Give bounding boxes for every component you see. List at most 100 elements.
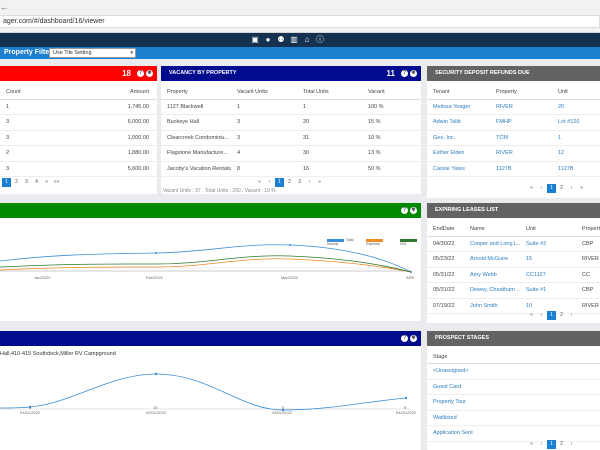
page-4[interactable]: 4 <box>35 179 38 185</box>
table-row: 2 1,880.00 <box>0 145 157 162</box>
column-header-tenant[interactable]: Tenant <box>427 85 490 100</box>
page-2[interactable]: 2 <box>560 312 563 318</box>
unit-link[interactable]: CC1127 <box>520 267 576 283</box>
stage-link[interactable]: Application Sent <box>427 426 600 442</box>
unit-link[interactable]: 12 <box>552 145 600 162</box>
tenant-link[interactable]: Geo, Inc. <box>427 130 490 146</box>
page-1[interactable]: 1 <box>2 178 11 187</box>
last-page-button[interactable]: » <box>580 185 583 191</box>
info-icon[interactable]: ⓘ <box>316 35 324 44</box>
tenant-link[interactable]: Adwin Talib <box>427 114 490 131</box>
monitor-icon[interactable]: ▣ <box>251 35 259 44</box>
help-icon[interactable]: ? <box>401 70 408 77</box>
tenant-link[interactable]: Esther Elden <box>427 145 490 162</box>
prev-page-button[interactable]: ‹ <box>268 179 271 185</box>
url-bar[interactable]: ager.com/#/dashboard/16/viewer <box>0 15 600 28</box>
next-page-button[interactable]: » <box>45 179 48 185</box>
cell: 8 <box>230 161 297 177</box>
help-icon[interactable]: ? <box>137 70 144 77</box>
data-point <box>28 405 32 409</box>
next-page-button[interactable]: › <box>570 185 573 191</box>
delinquency-table: Count Amount 1 1,745.00 3 6,000.00 3 1,000.… <box>0 85 157 177</box>
user-icon[interactable]: ● <box>265 35 271 44</box>
name-link[interactable]: Dewey, Cheatham ... <box>464 282 520 299</box>
first-page-button[interactable]: « <box>258 179 261 185</box>
home-icon[interactable]: ⌂ <box>304 35 310 44</box>
first-page-button[interactable]: « <box>530 185 533 191</box>
property-filter-select[interactable]: Use Tile Setting ▾ <box>49 48 136 58</box>
building-icon[interactable]: ▥ <box>290 35 298 44</box>
column-header-count[interactable]: Count <box>0 85 58 100</box>
column-header-property[interactable]: Property <box>161 85 231 100</box>
page-2[interactable]: 2 <box>288 179 291 185</box>
column-header-vacant-units[interactable]: Vacant Units <box>230 85 297 100</box>
help-icon[interactable]: ? <box>401 207 408 214</box>
legend-item[interactable]: Expense <box>366 238 393 246</box>
page-1[interactable]: 1 <box>275 178 284 187</box>
name-link[interactable]: Cooper and Long L... <box>464 236 520 252</box>
column-header-property[interactable]: Property <box>490 85 552 100</box>
series-noi <box>0 255 412 273</box>
page-1[interactable]: 1 <box>547 184 556 193</box>
unit-link[interactable]: Lot #120 <box>552 114 600 131</box>
page-2[interactable]: 2 <box>560 185 563 191</box>
last-page-button[interactable]: »» <box>53 179 60 185</box>
column-header-total-units[interactable]: Total Units <box>296 85 362 100</box>
table-row: 07/19/22 John Smith 10 RIVER <box>427 298 600 314</box>
settings-icon[interactable]: ✱ <box>410 207 417 214</box>
unit-link[interactable]: 1127B <box>552 161 600 177</box>
unit-link[interactable]: 15 <box>520 251 576 268</box>
stage-link[interactable]: Waitlisted <box>427 411 600 426</box>
help-icon[interactable]: ? <box>401 335 408 342</box>
back-arrow-icon[interactable]: ← <box>0 2 9 12</box>
name-link[interactable]: Arnold McGuire <box>464 251 520 268</box>
prev-page-button[interactable]: ‹ <box>540 185 543 191</box>
property-link[interactable]: TCM <box>490 130 552 146</box>
table-row: 1 1,745.00 <box>0 99 157 115</box>
tenant-link[interactable]: Melissa Yeager <box>427 99 490 115</box>
column-header-unit[interactable]: Unit <box>520 222 576 237</box>
prev-page-button[interactable]: ‹ <box>540 441 543 447</box>
legend-item[interactable]: Total Income <box>327 238 354 246</box>
stage-link[interactable]: Property Tour <box>427 395 600 411</box>
column-header-property[interactable]: Propert <box>576 222 600 237</box>
next-page-button[interactable]: › <box>570 441 573 447</box>
page-1[interactable]: 1 <box>547 311 556 320</box>
unit-link[interactable]: 1 <box>552 130 600 146</box>
cell: 1 <box>296 99 362 115</box>
name-link[interactable]: Amy Webb <box>464 267 520 283</box>
settings-icon[interactable]: ✱ <box>410 335 417 342</box>
page-2[interactable]: 2 <box>15 179 18 185</box>
column-header-amount[interactable]: Amount <box>57 85 157 100</box>
page-1[interactable]: 1 <box>547 440 556 449</box>
first-page-button[interactable]: « <box>530 441 533 447</box>
property-link[interactable]: 1127B <box>490 161 552 177</box>
column-header-enddate[interactable]: EndDate <box>427 222 464 237</box>
property-link[interactable]: FMHP <box>490 114 552 131</box>
column-header-unit[interactable]: Unit <box>552 85 600 100</box>
page-2[interactable]: 2 <box>560 441 563 447</box>
page-3[interactable]: 3 <box>25 179 28 185</box>
column-header-name[interactable]: Name <box>464 222 520 237</box>
tenant-link[interactable]: Cassie Yates <box>427 161 490 177</box>
column-header-stage[interactable]: Stage <box>427 350 600 364</box>
last-page-button[interactable]: » <box>318 179 321 185</box>
name-link[interactable]: John Smith <box>464 298 520 314</box>
property-link[interactable]: RIVER <box>490 145 552 162</box>
column-header-vacant[interactable]: Vacant <box>361 85 421 100</box>
settings-icon[interactable]: ✱ <box>410 70 417 77</box>
prev-page-button[interactable]: ‹ <box>540 312 543 318</box>
stage-link[interactable]: Guest Card <box>427 380 600 395</box>
unit-link[interactable]: 20 <box>552 99 600 115</box>
property-link[interactable]: RIVER <box>490 99 552 115</box>
legend-item[interactable]: NOI <box>400 238 421 246</box>
stage-link[interactable]: <Unassigned> <box>427 364 600 380</box>
unit-link[interactable]: Suite #2 <box>520 236 576 252</box>
next-page-button[interactable]: › <box>570 312 573 318</box>
page-3[interactable]: 3 <box>298 179 301 185</box>
unit-link[interactable]: Suite #1 <box>520 282 576 299</box>
first-page-button[interactable]: « <box>530 312 533 318</box>
users-icon[interactable]: ⚉ <box>277 35 285 44</box>
settings-icon[interactable]: ✱ <box>146 70 153 77</box>
next-page-button[interactable]: › <box>308 179 311 185</box>
